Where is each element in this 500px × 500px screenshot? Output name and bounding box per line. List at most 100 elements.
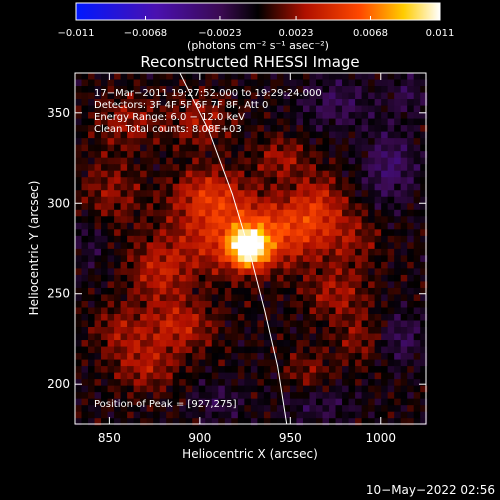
heatmap-cell xyxy=(81,333,89,341)
heatmap-cell xyxy=(342,112,350,120)
heatmap-cell xyxy=(127,112,135,120)
heatmap-cell xyxy=(133,287,141,296)
heatmap-cell xyxy=(329,359,337,367)
heatmap-cell xyxy=(316,164,324,172)
heatmap-cell xyxy=(400,340,408,348)
heatmap-cell xyxy=(283,353,291,361)
heatmap-cell xyxy=(231,73,239,81)
heatmap-cell xyxy=(420,216,428,224)
heatmap-cell xyxy=(361,418,369,426)
heatmap-cell xyxy=(218,287,226,296)
heatmap-cell xyxy=(179,314,187,322)
heatmap-cell xyxy=(394,372,402,380)
heatmap-cell xyxy=(374,392,382,400)
heatmap-cell xyxy=(387,294,395,302)
heatmap-cell xyxy=(231,340,239,348)
heatmap-cell xyxy=(329,346,337,354)
heatmap-cell xyxy=(205,300,213,309)
heatmap-cell xyxy=(120,170,128,178)
heatmap-cell xyxy=(75,248,83,256)
heatmap-cell xyxy=(316,118,324,126)
heatmap-cell xyxy=(322,372,330,380)
heatmap-cell xyxy=(263,229,271,237)
heatmap-cell xyxy=(140,333,148,341)
heatmap-cell xyxy=(381,151,389,159)
heatmap-cell xyxy=(368,333,376,341)
heatmap-cell xyxy=(179,261,187,269)
heatmap-cell xyxy=(302,118,311,126)
heatmap-cell xyxy=(348,359,356,367)
heatmap-cell xyxy=(348,177,356,185)
heatmap-cell xyxy=(244,190,252,198)
heatmap-cell xyxy=(329,340,337,348)
heatmap-cell xyxy=(172,151,180,159)
heatmap-cell xyxy=(88,359,96,367)
heatmap-cell xyxy=(166,248,174,256)
heatmap-cell xyxy=(342,268,350,276)
heatmap-cell xyxy=(159,112,167,120)
heatmap-cell xyxy=(75,287,83,296)
heatmap-cell xyxy=(316,287,324,296)
heatmap-cell xyxy=(309,216,317,224)
heatmap-cell xyxy=(342,125,350,133)
heatmap-cell xyxy=(302,73,311,81)
heatmap-cell xyxy=(237,92,245,100)
heatmap-cell xyxy=(257,86,265,94)
heatmap-cell xyxy=(192,177,200,185)
heatmap-cell xyxy=(166,411,174,419)
heatmap-cell xyxy=(394,346,402,354)
heatmap-cell xyxy=(368,405,376,413)
heatmap-cell xyxy=(342,99,350,107)
heatmap-cell xyxy=(322,353,330,361)
heatmap-cell xyxy=(394,235,402,243)
heatmap-cell xyxy=(387,359,395,367)
heatmap-cell xyxy=(205,190,213,198)
heatmap-cell xyxy=(81,99,89,107)
heatmap-cell xyxy=(322,151,330,159)
heatmap-cell xyxy=(289,177,298,185)
heatmap-cell xyxy=(283,118,291,126)
heatmap-cell xyxy=(231,372,239,380)
heatmap-cell xyxy=(322,73,330,81)
heatmap-cell xyxy=(211,268,219,276)
heatmap-cell xyxy=(322,86,330,94)
heatmap-cell xyxy=(192,190,200,198)
heatmap-cell xyxy=(179,398,187,406)
heatmap-cell xyxy=(75,274,83,283)
heatmap-cell xyxy=(120,216,128,224)
heatmap-cell xyxy=(153,131,161,139)
heatmap-cell xyxy=(166,353,174,361)
heatmap-cell xyxy=(296,287,304,296)
heatmap-cell xyxy=(192,340,200,348)
heatmap-cell xyxy=(322,222,330,230)
heatmap-cell xyxy=(107,300,115,309)
heatmap-cell xyxy=(166,261,174,269)
heatmap-cell xyxy=(348,73,356,81)
heatmap-cell xyxy=(296,92,304,100)
heatmap-cell xyxy=(348,333,356,341)
info-total-counts: Clean Total counts: 8.08E+03 xyxy=(94,124,242,135)
heatmap-cell xyxy=(355,248,363,256)
heatmap-cell xyxy=(322,177,330,185)
heatmap-cell xyxy=(146,320,154,328)
heatmap-cell xyxy=(114,177,122,185)
y-tick-label: 300 xyxy=(47,196,70,210)
heatmap-cell xyxy=(348,405,356,413)
heatmap-cell xyxy=(289,157,298,165)
heatmap-cell xyxy=(283,327,291,335)
heatmap-cell xyxy=(381,353,389,361)
heatmap-cell xyxy=(257,235,265,243)
heatmap-cell xyxy=(316,131,324,139)
heatmap-cell xyxy=(394,216,402,224)
heatmap-cell xyxy=(244,281,252,289)
heatmap-cell xyxy=(309,314,317,322)
heatmap-cell xyxy=(218,353,226,361)
heatmap-cell xyxy=(218,333,226,341)
colorbar-unit-label: (photons cm⁻² s⁻¹ asec⁻²) xyxy=(187,39,329,52)
heatmap-cell xyxy=(420,300,428,309)
heatmap-cell xyxy=(133,340,141,348)
heatmap-cell xyxy=(153,203,161,211)
heatmap-cell xyxy=(120,131,128,139)
heatmap-cell xyxy=(309,379,317,387)
heatmap-cell xyxy=(296,157,304,165)
